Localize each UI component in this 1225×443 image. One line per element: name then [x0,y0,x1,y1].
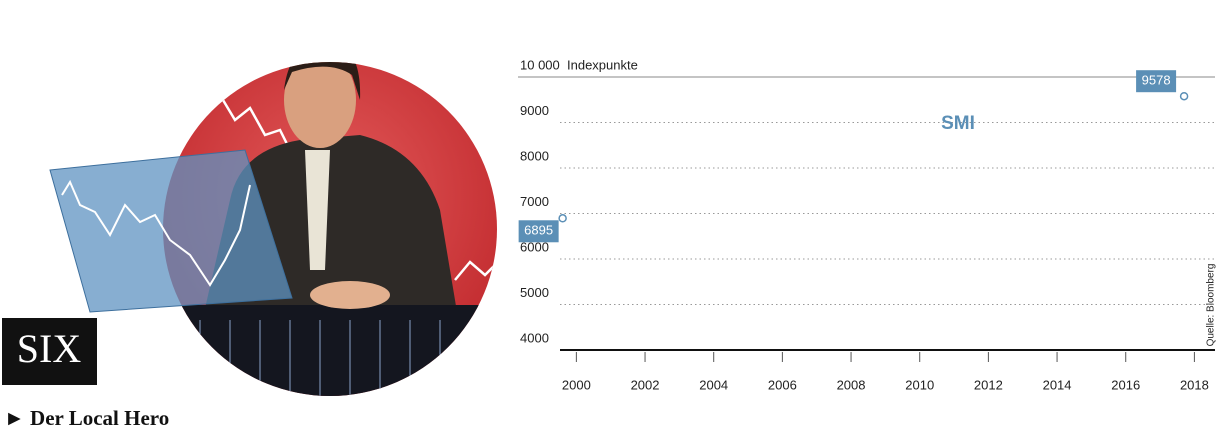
callout-box [1136,70,1177,93]
callout-label: 9578 [1142,73,1171,88]
y-tick-label: 6000 [520,239,549,254]
y-tick-label: 4000 [520,330,549,345]
x-tick-label: 2010 [905,377,934,392]
series-label: SMI [941,113,975,134]
x-tick-label: 2008 [837,377,866,392]
callout-point [558,214,567,223]
x-tick-label: 2004 [699,377,728,392]
x-tick-label: 2014 [1043,377,1072,392]
caption: ► Der Local Hero [4,406,169,430]
x-tick-label: 2012 [974,377,1003,392]
y-tick-label: 5000 [520,285,549,300]
x-tick-label: 2016 [1111,377,1140,392]
y-axis-label: Indexpunkte [567,57,638,72]
x-tick-label: 2000 [562,377,591,392]
y-tick-label: 10 000 [520,57,560,72]
y-tick-label: 9000 [520,103,549,118]
x-tick-label: 2018 [1180,377,1209,392]
logo: SIX [17,326,82,371]
callout-box [518,220,559,243]
y-tick-label: 8000 [520,148,549,163]
callout-label: 6895 [524,223,553,238]
x-tick-label: 2002 [631,377,660,392]
callout-point [1179,91,1189,101]
illustration: SIX ► Der Local Hero [2,62,497,430]
y-tick-label: 7000 [520,194,549,209]
x-tick-label: 2006 [768,377,797,392]
source: Quelle: Bloomberg [1206,264,1217,347]
